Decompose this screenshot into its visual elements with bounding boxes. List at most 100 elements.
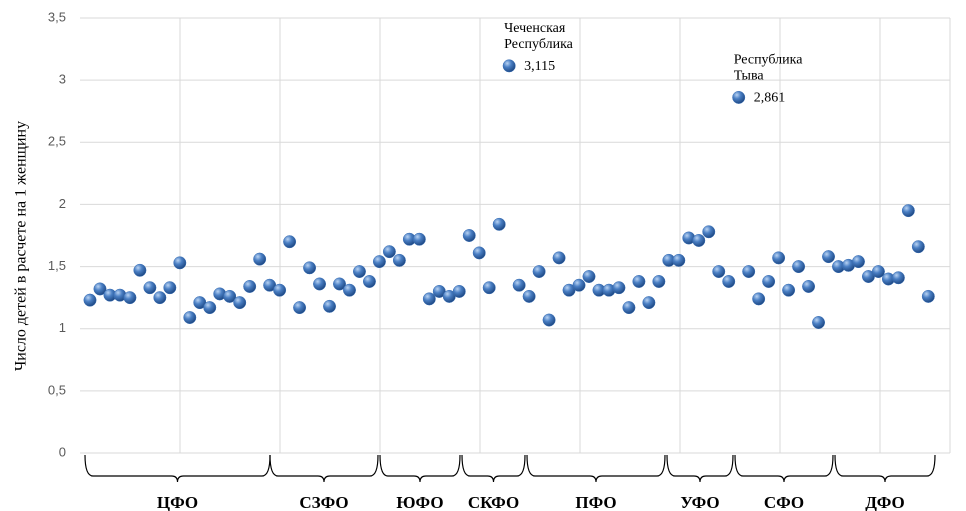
- point: [732, 90, 746, 104]
- point: [333, 277, 346, 291]
- y-axis-title: Число детей в расчете на 1 женщину: [13, 121, 30, 371]
- point: [772, 251, 786, 265]
- point: [412, 232, 426, 246]
- data-label: 2,861: [754, 91, 786, 106]
- y-tick-label: 2,5: [48, 134, 66, 149]
- point: [722, 275, 736, 288]
- point: [173, 256, 187, 270]
- point: [392, 253, 406, 267]
- group-bracket: [461, 454, 526, 483]
- y-tick-label: 1: [59, 320, 66, 335]
- point: [642, 296, 656, 310]
- point-name: Республика: [504, 37, 574, 52]
- y-tick-label: 2: [59, 196, 66, 211]
- point: [572, 278, 586, 292]
- point-name: Чеченская: [504, 21, 566, 36]
- point: [422, 292, 436, 306]
- point: [852, 255, 865, 269]
- point: [353, 265, 366, 278]
- point: [163, 281, 177, 295]
- point: [742, 265, 756, 278]
- point: [901, 204, 915, 218]
- point: [123, 291, 137, 305]
- point: [502, 59, 516, 73]
- point: [462, 229, 476, 242]
- point: [472, 246, 486, 260]
- vertical-gridlines: [179, 18, 951, 453]
- point: [692, 234, 706, 247]
- point: [652, 275, 666, 288]
- point: [532, 265, 546, 278]
- point: [203, 301, 217, 315]
- y-tick-label: 0,5: [48, 382, 66, 397]
- point: [223, 289, 237, 303]
- point: [183, 311, 197, 324]
- group-bracket: [834, 454, 936, 483]
- point: [612, 281, 626, 295]
- point: [871, 265, 885, 278]
- point: [622, 301, 636, 315]
- point-name: Республика: [734, 53, 804, 68]
- point: [273, 283, 287, 297]
- point: [253, 252, 267, 266]
- point: [762, 275, 776, 288]
- y-tick-label: 1,5: [48, 258, 66, 273]
- group-label: ДФО: [865, 493, 905, 511]
- group-label: ЮФО: [396, 493, 443, 511]
- point: [153, 291, 167, 305]
- data-label: 3,115: [524, 59, 555, 74]
- point: [752, 292, 766, 306]
- point: [343, 283, 356, 297]
- point: [313, 277, 326, 291]
- point: [362, 275, 376, 288]
- point-name: Тыва: [734, 69, 765, 84]
- point: [492, 217, 506, 231]
- y-tick-label: 3,5: [48, 9, 66, 24]
- point: [792, 260, 806, 274]
- group-bracket: [379, 454, 461, 483]
- point: [143, 281, 157, 295]
- point: [712, 265, 726, 278]
- point: [293, 301, 307, 315]
- point: [812, 316, 825, 329]
- point: [283, 235, 297, 249]
- point: [382, 245, 396, 259]
- point: [83, 293, 97, 307]
- point: [802, 280, 816, 293]
- point: [522, 289, 536, 303]
- point: [452, 284, 466, 298]
- y-tick-label: 3: [59, 72, 66, 87]
- group-bracket: [526, 454, 666, 483]
- point: [512, 278, 526, 292]
- point: [372, 255, 386, 269]
- point: [672, 253, 686, 267]
- point: [921, 289, 935, 303]
- group-bracket: [269, 454, 379, 483]
- point: [323, 299, 336, 313]
- point: [632, 275, 646, 288]
- point: [582, 270, 596, 283]
- point: [702, 225, 716, 239]
- y-tick-label: 0: [59, 444, 66, 459]
- point: [552, 251, 566, 265]
- point: [303, 261, 317, 275]
- group-label: ПФО: [575, 493, 616, 511]
- group-bracket: [734, 454, 834, 483]
- group-bracket: [84, 454, 271, 483]
- point: [243, 280, 257, 293]
- point: [233, 296, 247, 310]
- point: [133, 263, 147, 277]
- point: [782, 283, 796, 297]
- group-label: УФО: [680, 493, 719, 511]
- group-bracket: [666, 454, 734, 483]
- point: [822, 250, 835, 264]
- group-label: ЦФО: [157, 493, 198, 511]
- group-label: СЗФО: [299, 493, 348, 511]
- point: [911, 240, 925, 254]
- point: [93, 282, 107, 296]
- point: [482, 281, 496, 295]
- group-label: СКФО: [468, 493, 519, 511]
- point: [542, 313, 556, 327]
- group-label: СФО: [764, 493, 804, 511]
